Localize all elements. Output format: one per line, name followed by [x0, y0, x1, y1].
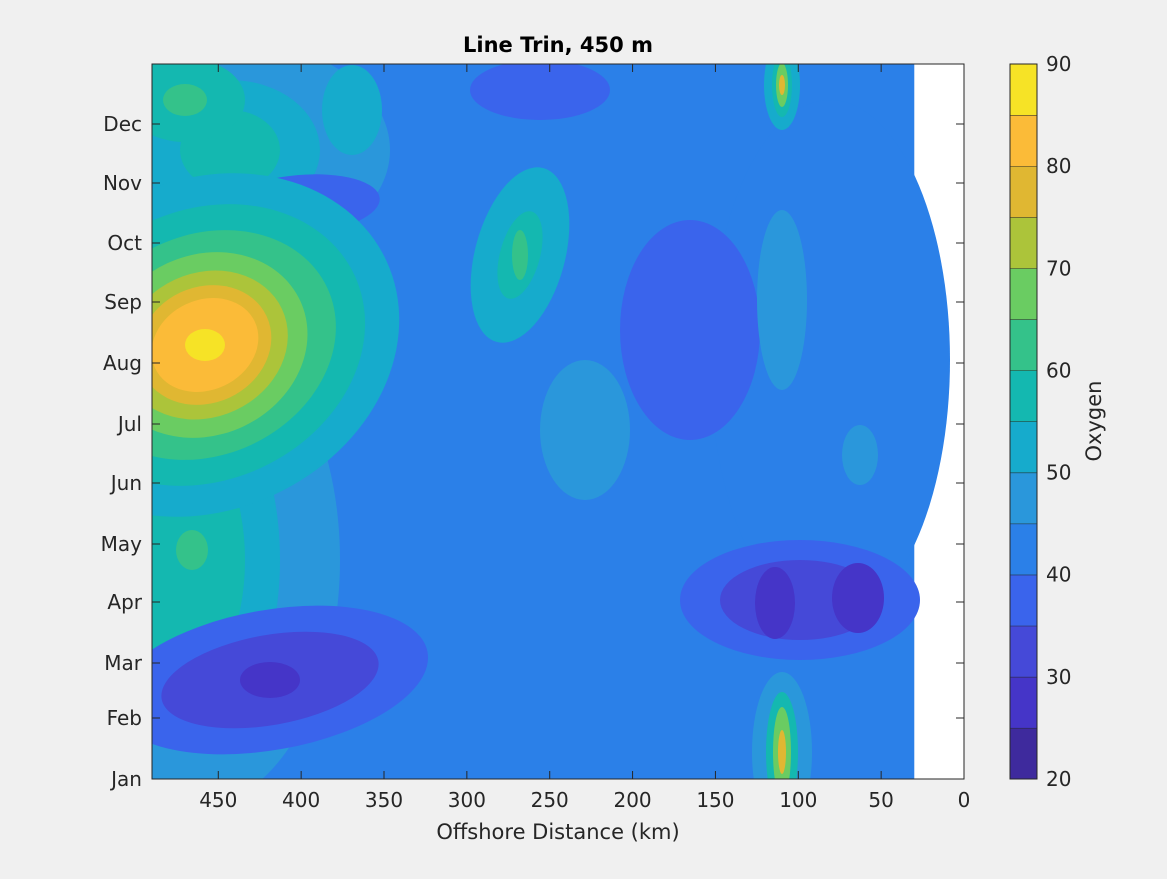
colorbar-segment	[1010, 625, 1037, 677]
patch-central-level	[540, 360, 630, 500]
patch-dec-mid	[322, 65, 382, 155]
colorbar-segment	[1010, 319, 1037, 371]
patch-east-small-level	[842, 425, 878, 485]
colorbar-frame	[1009, 63, 1038, 780]
chart-title: Line Trin, 450 m	[463, 33, 653, 57]
low-zone-top	[470, 64, 610, 120]
colorbar-segment	[1010, 370, 1037, 422]
y-tick-label: Jun	[109, 471, 142, 495]
x-tick-label: 200	[613, 788, 651, 812]
colorbar-tick-label: 40	[1046, 563, 1071, 587]
patch-oct	[470, 167, 570, 343]
low-zone-east-a-level	[755, 567, 795, 639]
colorbar-segment	[1010, 64, 1037, 116]
y-tick-label: Jul	[116, 412, 142, 436]
plot-area	[151, 63, 965, 780]
x-tick-label: 350	[365, 788, 403, 812]
y-tick-label: Aug	[103, 351, 142, 375]
low-zone-east-north	[620, 220, 760, 440]
colorbar-segment	[1010, 421, 1037, 473]
colorbar-segment	[1010, 166, 1037, 218]
y-tick-label: Sep	[104, 290, 142, 314]
low-zone-east-b	[832, 563, 884, 633]
y-tick-label: Dec	[103, 112, 142, 136]
column-top	[764, 64, 800, 130]
low-zone-southwest-level	[240, 662, 300, 698]
colorbar-tick-label: 90	[1046, 52, 1071, 76]
colorbar-label: Oxygen	[1082, 381, 1106, 462]
x-tick-label: 250	[531, 788, 569, 812]
colorbar-tick-label: 60	[1046, 358, 1071, 382]
x-tick-label: 450	[199, 788, 237, 812]
x-axis: 450 400 350 300 250 200 150 100 50 0	[199, 64, 970, 812]
x-tick-label: 100	[779, 788, 817, 812]
low-zone-southwest	[152, 605, 429, 755]
column-top-level	[779, 75, 785, 95]
colorbar-tick-label: 80	[1046, 154, 1071, 178]
patch-east-column	[757, 210, 807, 390]
colorbar-segment	[1010, 523, 1037, 575]
y-tick-label: Mar	[104, 651, 143, 675]
colorbar-segment	[1010, 115, 1037, 167]
patch-central	[540, 360, 630, 500]
y-tick-label: Jan	[109, 767, 142, 791]
low-zone-east-north-level	[620, 220, 760, 440]
low-zone-southeast	[680, 540, 920, 660]
contour-fills	[152, 64, 950, 779]
x-tick-label: 150	[696, 788, 734, 812]
colorbar-segment	[1010, 472, 1037, 524]
colorbar: 20 30 40 50 60 70 80 90	[1009, 52, 1071, 791]
colorbar-segment	[1010, 268, 1037, 320]
y-tick-label: Oct	[107, 231, 142, 255]
x-axis-label: Offshore Distance (km)	[436, 820, 679, 844]
low-zone-east-b-level	[832, 563, 884, 633]
high-may	[176, 530, 208, 570]
colorbar-tick-label: 50	[1046, 461, 1071, 485]
x-tick-label: 300	[448, 788, 486, 812]
max-aug-level	[185, 329, 225, 361]
column-bottom-level	[778, 730, 786, 774]
y-tick-label: May	[101, 532, 143, 556]
x-tick-label: 0	[958, 788, 971, 812]
x-tick-label: 400	[282, 788, 320, 812]
colorbar-segment	[1010, 574, 1037, 626]
y-tick-label: Apr	[107, 590, 142, 614]
low-zone-top-level	[470, 64, 610, 120]
colorbar-segment	[1010, 217, 1037, 269]
x-tick-label: 50	[868, 788, 893, 812]
colorbar-segment	[1010, 676, 1037, 728]
colorbar-tick-label: 20	[1046, 767, 1071, 791]
colorbar-tick-label: 70	[1046, 256, 1071, 280]
high-dec	[152, 64, 245, 142]
colorbar-segment	[1010, 727, 1037, 779]
y-tick-label: Feb	[107, 706, 142, 730]
column-bottom	[752, 672, 812, 779]
plot-frame	[151, 63, 965, 780]
y-tick-label: Nov	[103, 171, 142, 195]
low-zone-east-a	[755, 567, 795, 639]
patch-east-small	[842, 425, 878, 485]
high-dec-level	[163, 84, 207, 116]
patch-dec-mid-level	[322, 65, 382, 155]
y-axis: Jan Feb Mar Apr May Jun Jul Aug Sep Oct Nov Dec	[101, 112, 964, 791]
colorbar-tick-label: 30	[1046, 665, 1071, 689]
patch-east-column-level	[757, 210, 807, 390]
max-aug	[152, 173, 400, 517]
high-may-level	[176, 530, 208, 570]
patch-oct-level	[512, 230, 528, 280]
